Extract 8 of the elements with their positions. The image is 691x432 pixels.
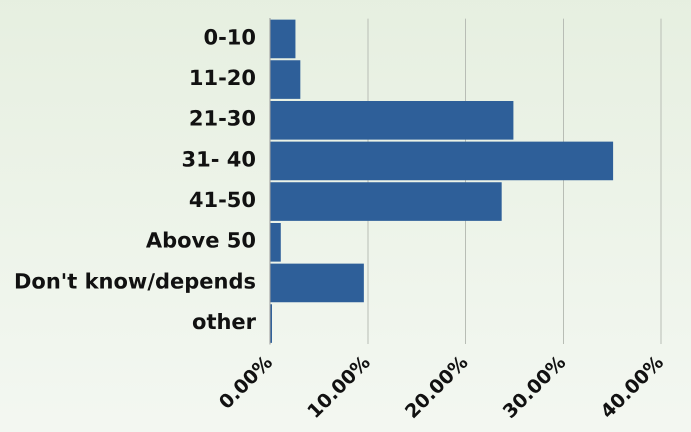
y-tick-label: 41-50 [188, 188, 256, 212]
y-tick-label: Don't know/depends [14, 269, 256, 294]
y-tick-label: 31- 40 [182, 147, 256, 172]
y-tick-label: 11-20 [188, 66, 256, 90]
y-tick-label: 0-10 [203, 25, 256, 50]
y-tick-label: other [192, 310, 257, 334]
y-tick-label: Above 50 [146, 228, 256, 253]
y-tick-label: 21-30 [188, 106, 256, 131]
